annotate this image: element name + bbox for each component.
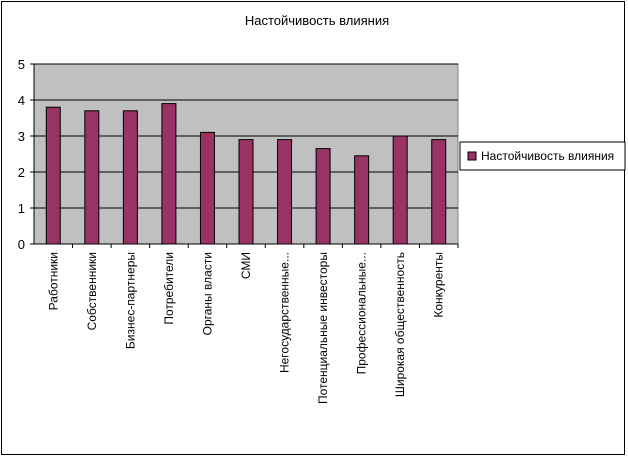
bar: [84, 110, 100, 245]
bar: [199, 131, 215, 245]
x-tick-label: Потенциальные инвесторы: [316, 252, 330, 404]
bar: [354, 155, 370, 245]
x-tick-label: Профессиональные...: [355, 252, 369, 374]
bar: [238, 139, 254, 245]
x-tick-label: Бизнес-партнеры: [123, 252, 137, 349]
bar: [122, 110, 138, 245]
y-tick-label: 0: [18, 237, 25, 252]
y-tick-label: 1: [18, 201, 25, 216]
x-tick-label: Работники: [46, 252, 60, 310]
x-tick-label: Собственники: [85, 252, 99, 330]
x-tick-label: Широкая общественность: [393, 252, 407, 397]
y-axis: 0 1 2 3 4 5: [18, 57, 35, 252]
y-tick-label: 2: [18, 165, 25, 180]
bar: [45, 106, 61, 245]
x-tick-label: Потребители: [162, 252, 176, 325]
bar: [277, 139, 293, 245]
legend: Настойчивость влияния: [459, 141, 626, 171]
legend-swatch: [467, 151, 477, 161]
bar: [392, 135, 408, 245]
chart-title: Настойчивость влияния: [245, 13, 389, 28]
y-tick-label: 3: [18, 129, 25, 144]
legend-box: [459, 141, 626, 171]
x-tick-label: Органы власти: [200, 252, 214, 335]
x-axis: Работники Собственники Бизнес-партнеры Потр…: [34, 243, 459, 404]
y-tick-label: 5: [18, 57, 25, 72]
x-tick-label: СМИ: [239, 252, 253, 279]
bar: [161, 103, 177, 245]
x-tick-label: Конкуренты: [432, 252, 446, 318]
bar: [431, 139, 447, 245]
bar: [315, 148, 331, 245]
bars: [45, 103, 447, 245]
y-tick-label: 4: [18, 93, 25, 108]
x-tick-label: Негосударственные...: [278, 252, 292, 373]
legend-label: Настойчивость влияния: [481, 149, 614, 163]
